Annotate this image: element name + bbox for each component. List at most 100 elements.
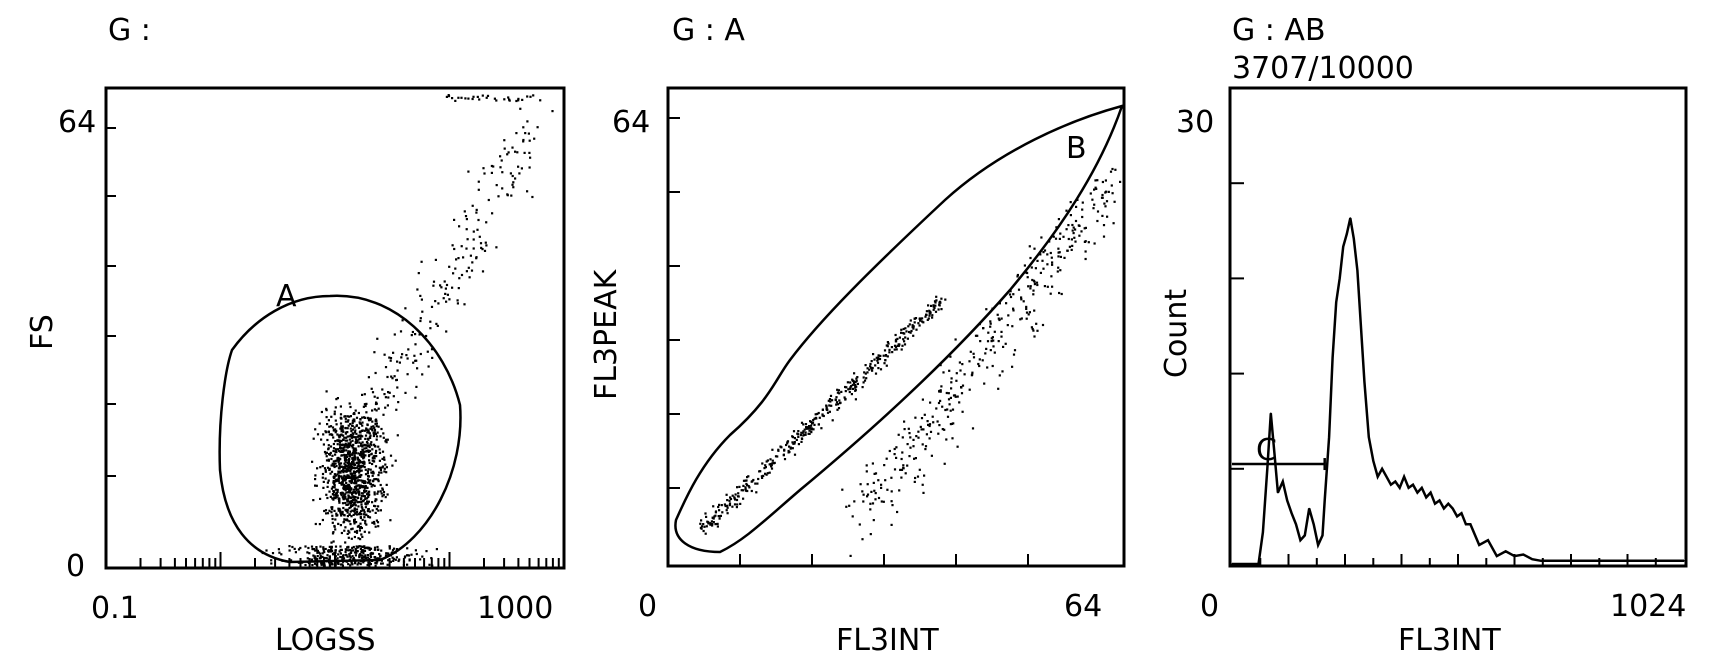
scatter-dot bbox=[1059, 269, 1062, 272]
scatter-dot bbox=[882, 354, 885, 357]
scatter-dot bbox=[846, 381, 849, 384]
scatter-dot bbox=[1057, 251, 1060, 254]
scatter-dot bbox=[1032, 293, 1035, 296]
scatter-dot bbox=[948, 403, 951, 406]
histogram-point bbox=[1407, 487, 1410, 489]
scatter-dot bbox=[325, 455, 328, 458]
scatter-dot bbox=[1041, 323, 1045, 327]
scatter-dot bbox=[381, 457, 384, 460]
scatter-dot bbox=[363, 429, 366, 432]
scatter-dot bbox=[359, 538, 362, 541]
scatter-dot bbox=[337, 562, 340, 565]
histogram-point bbox=[1356, 269, 1359, 272]
scatter-dot bbox=[342, 487, 345, 490]
scatter-dot bbox=[900, 331, 903, 334]
scatter-dot bbox=[981, 359, 984, 362]
scatter-dot bbox=[905, 330, 908, 333]
scatter-dot bbox=[360, 501, 363, 504]
scatter-dot bbox=[379, 509, 382, 512]
scatter-dot bbox=[349, 427, 352, 430]
scatter-dot bbox=[376, 337, 379, 340]
scatter-dot bbox=[352, 418, 355, 421]
scatter-dot bbox=[1074, 228, 1077, 231]
scatter-dot bbox=[344, 497, 347, 500]
scatter-dot bbox=[868, 368, 871, 371]
scatter-dot bbox=[478, 235, 481, 238]
scatter-dot bbox=[359, 469, 362, 473]
scatter-dot bbox=[851, 379, 855, 382]
scatter-dot bbox=[356, 550, 359, 553]
scatter-dot bbox=[340, 450, 343, 453]
scatter-dot bbox=[521, 98, 524, 101]
scatter-dot bbox=[874, 372, 878, 375]
scatter-dot bbox=[361, 424, 364, 427]
scatter-dot bbox=[348, 435, 351, 438]
scatter-dot bbox=[370, 387, 373, 390]
scatter-dot bbox=[522, 126, 525, 129]
scatter-dot bbox=[342, 498, 345, 501]
scatter-dot bbox=[380, 499, 383, 503]
scatter-dot bbox=[360, 444, 363, 447]
scatter-dot bbox=[394, 459, 397, 462]
scatter-dot bbox=[941, 405, 944, 408]
scatter-dot bbox=[352, 545, 355, 549]
scatter-dot bbox=[325, 557, 328, 560]
scatter-dot bbox=[384, 396, 387, 399]
scatter-dot bbox=[1083, 227, 1086, 230]
scatter-dot bbox=[336, 488, 339, 491]
scatter-dot bbox=[355, 551, 358, 554]
scatter-dot bbox=[343, 496, 346, 499]
scatter-dot bbox=[363, 495, 366, 498]
scatter-dot bbox=[367, 376, 370, 379]
scatter-dot bbox=[270, 559, 273, 562]
scatter-dot bbox=[344, 477, 347, 480]
scatter-dot bbox=[759, 470, 762, 473]
scatter-dot bbox=[360, 461, 363, 464]
scatter-dot bbox=[334, 406, 337, 409]
scatter-dot bbox=[333, 525, 336, 528]
scatter-dot bbox=[373, 431, 376, 434]
histogram-point bbox=[1403, 475, 1405, 478]
scatter-dot bbox=[854, 398, 857, 401]
scatter-dot bbox=[1007, 314, 1010, 317]
scatter-dot bbox=[316, 551, 319, 554]
scatter-dot bbox=[347, 536, 350, 539]
scatter-dot bbox=[869, 502, 872, 505]
scatter-dot bbox=[465, 218, 468, 221]
scatter-dot bbox=[848, 504, 851, 507]
histogram-point bbox=[1531, 558, 1533, 560]
scatter-dot bbox=[362, 499, 365, 502]
scatter-dot bbox=[346, 455, 349, 458]
scatter-dot bbox=[939, 301, 942, 304]
scatter-dot bbox=[364, 454, 367, 457]
scatter-dot bbox=[376, 431, 379, 434]
scatter-dot bbox=[750, 489, 753, 493]
histogram-point bbox=[1273, 452, 1276, 454]
scatter-dot bbox=[326, 481, 329, 484]
scatter-dot bbox=[379, 435, 382, 438]
scatter-dot bbox=[337, 553, 340, 556]
scatter-dot bbox=[793, 441, 796, 444]
scatter-dot bbox=[731, 494, 734, 497]
scatter-dot bbox=[397, 559, 400, 563]
scatter-dot bbox=[353, 562, 357, 565]
scatter-dot bbox=[359, 545, 362, 548]
scatter-dot bbox=[294, 551, 297, 554]
scatter-dot bbox=[314, 428, 317, 431]
scatter-dot bbox=[393, 333, 396, 336]
scatter-dot bbox=[401, 319, 404, 322]
scatter-dot bbox=[793, 437, 796, 440]
scatter-dot bbox=[508, 98, 511, 101]
scatter-dot bbox=[361, 435, 364, 438]
scatter-dot bbox=[410, 553, 413, 556]
scatter-dot bbox=[1058, 291, 1061, 295]
scatter-dot bbox=[950, 422, 953, 425]
scatter-dot bbox=[934, 301, 937, 304]
scatter-dot bbox=[888, 348, 891, 351]
scatter-dot bbox=[432, 280, 436, 283]
scatter-dot bbox=[341, 512, 344, 516]
histogram-point bbox=[1376, 475, 1379, 478]
scatter-dot bbox=[290, 559, 293, 562]
scatter-dot bbox=[378, 553, 381, 556]
scatter-dot bbox=[495, 99, 498, 102]
